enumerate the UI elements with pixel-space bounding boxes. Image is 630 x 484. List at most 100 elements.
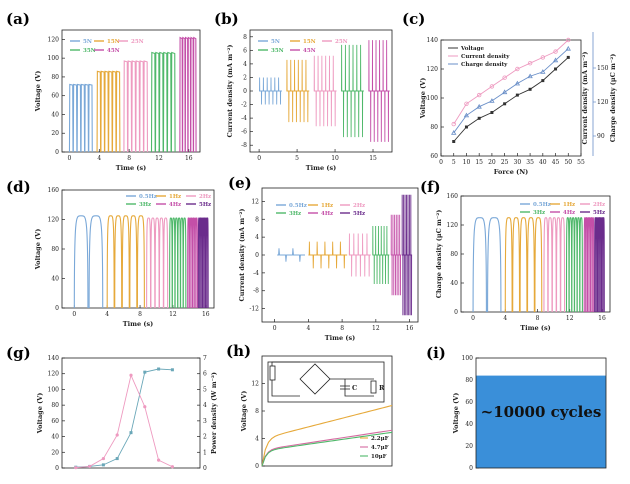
series-f-5Hz [594,217,605,313]
ytick-label-c-0: 60 [430,153,438,160]
series-e-4Hz [390,214,402,296]
plot-frame-i [475,357,607,469]
legend-label-d-5: 5Hz [199,202,211,208]
xtick-label-c-10: 50 [564,159,572,166]
legend-label-d-3: 3Hz [139,202,151,208]
ytick-label-g2-4: 4 [203,402,207,409]
point-c-2-2 [476,103,482,109]
ytick-label-c-3: 120 [427,66,439,73]
circuit-resistor [370,380,377,394]
point-g-0-4 [129,431,133,435]
series-a-15N [96,70,121,153]
legend-label-c-1: Current density [461,54,510,60]
series-d-1Hz [106,215,145,309]
xtick-label-c-3: 15 [475,159,483,166]
ytick-label-b-6: 4 [243,61,247,68]
ylabel-i: Voltage (V) [452,393,460,435]
ytick-label-g2-2: 2 [203,434,207,441]
legend-label-f-2: 2Hz [593,202,605,208]
series-e-0.5Hz [277,248,306,262]
legend-label-f-0: 0.5Hz [533,202,551,208]
point-c-2-6 [527,73,533,79]
point-g-1-2 [101,456,105,461]
ytick-label-g-3: 60 [51,418,59,425]
point-c-1-5 [515,66,520,72]
ytick-label-g-5: 100 [48,386,60,393]
circuit-wire-2 [330,378,374,397]
series-f-0.5Hz [472,217,502,313]
series-d-4Hz [187,217,198,309]
ytick-label-i-3: 60 [465,399,473,406]
point-c-2-0 [451,129,457,135]
ytick-label-c-4: 140 [427,37,439,44]
ytick-label-e-6: 12 [251,198,259,205]
ytick-label-g-6: 120 [48,371,60,378]
ytick-label-e-3: 0 [255,252,259,259]
xtick-label-e-0: 0 [273,325,277,332]
xtick-label-c-0: 0 [439,159,443,166]
series-b-5N [259,77,282,105]
ytick-label-g-0: 0 [55,465,59,472]
point-c-0-7 [541,79,545,83]
xlabel-a: Time (s) [116,164,146,172]
ytick-label-b-3: -2 [241,102,247,109]
xtick-label-a-1: 4 [97,155,101,162]
legend-label-d-2: 2Hz [199,194,211,200]
series-h-2 [261,431,393,467]
series-d-2Hz [146,217,169,309]
ytick-label-g2-6: 6 [203,371,207,378]
point-c-0-0 [452,140,456,143]
xtick-label-b-1: 5 [295,155,299,162]
point-c-0-9 [566,55,570,59]
xtick-label-d-1: 4 [105,311,109,318]
panel-label-h: (h) [226,342,251,360]
ytick-label-e-1: -8 [253,288,259,295]
xtick-label-b-0: 0 [257,155,261,162]
circuit-label-c: C [352,384,357,392]
xtick-label-e-4: 16 [406,325,414,332]
point-c-2-7 [540,69,546,74]
ytick-label-g-7: 140 [48,355,60,362]
ylabel2-g: Power density (W m⁻²) [210,372,218,454]
ytick-label-f-0: 0 [454,309,458,316]
legend-label-a-3: 35N [83,48,96,54]
point-c-2-3 [489,98,495,103]
series-e-1Hz [308,241,348,269]
point-g-1-0 [74,466,78,470]
ytick-label-g2-3: 3 [203,418,207,425]
legend-label-d-4: 4Hz [169,202,181,208]
point-g-1-5 [143,405,147,409]
point-c-1-7 [540,55,546,60]
series-a-25N [123,60,149,153]
point-c-1-4 [502,75,507,80]
ylabel-f: Charge density (μC m⁻²) [435,210,443,299]
panel-label-e: (e) [228,174,252,192]
xtick-label-e-2: 8 [340,325,344,332]
xtick-label-c-7: 35 [526,159,534,166]
legend-label-f-5: 5Hz [593,210,605,216]
point-c-1-2 [476,92,482,98]
circuit-label-r: R [379,384,385,392]
ytick-label-b-2: -4 [241,115,247,122]
series-a-45N [179,36,197,153]
ytick-label-h-3: 12 [251,381,259,388]
series-f-2Hz [543,217,566,313]
legend-label-d-0: 0.5Hz [139,194,157,200]
circuit-border [267,361,385,403]
series-h-1 [261,429,393,467]
ytick-label-a-0: 0 [55,149,59,156]
point-g-1-7 [170,465,174,469]
panel-label-g: (g) [6,344,31,362]
ytick-label-a-4: 80 [51,74,59,81]
ylabel-d: Voltage (V) [34,229,42,271]
xtick-label-c-6: 30 [514,159,522,166]
axis3-tick-label-c-2: 150 [597,65,609,72]
panel-label-b: (b) [214,10,239,28]
xtick-label-a-2: 8 [127,155,131,162]
series-c-2 [453,48,569,134]
xtick-label-f-3: 12 [566,315,574,322]
point-g-1-3 [115,433,119,437]
legend-label-e-1: 1Hz [321,203,333,209]
xtick-label-f-1: 4 [503,315,507,322]
legend-label-b-3: 35N [271,48,284,54]
